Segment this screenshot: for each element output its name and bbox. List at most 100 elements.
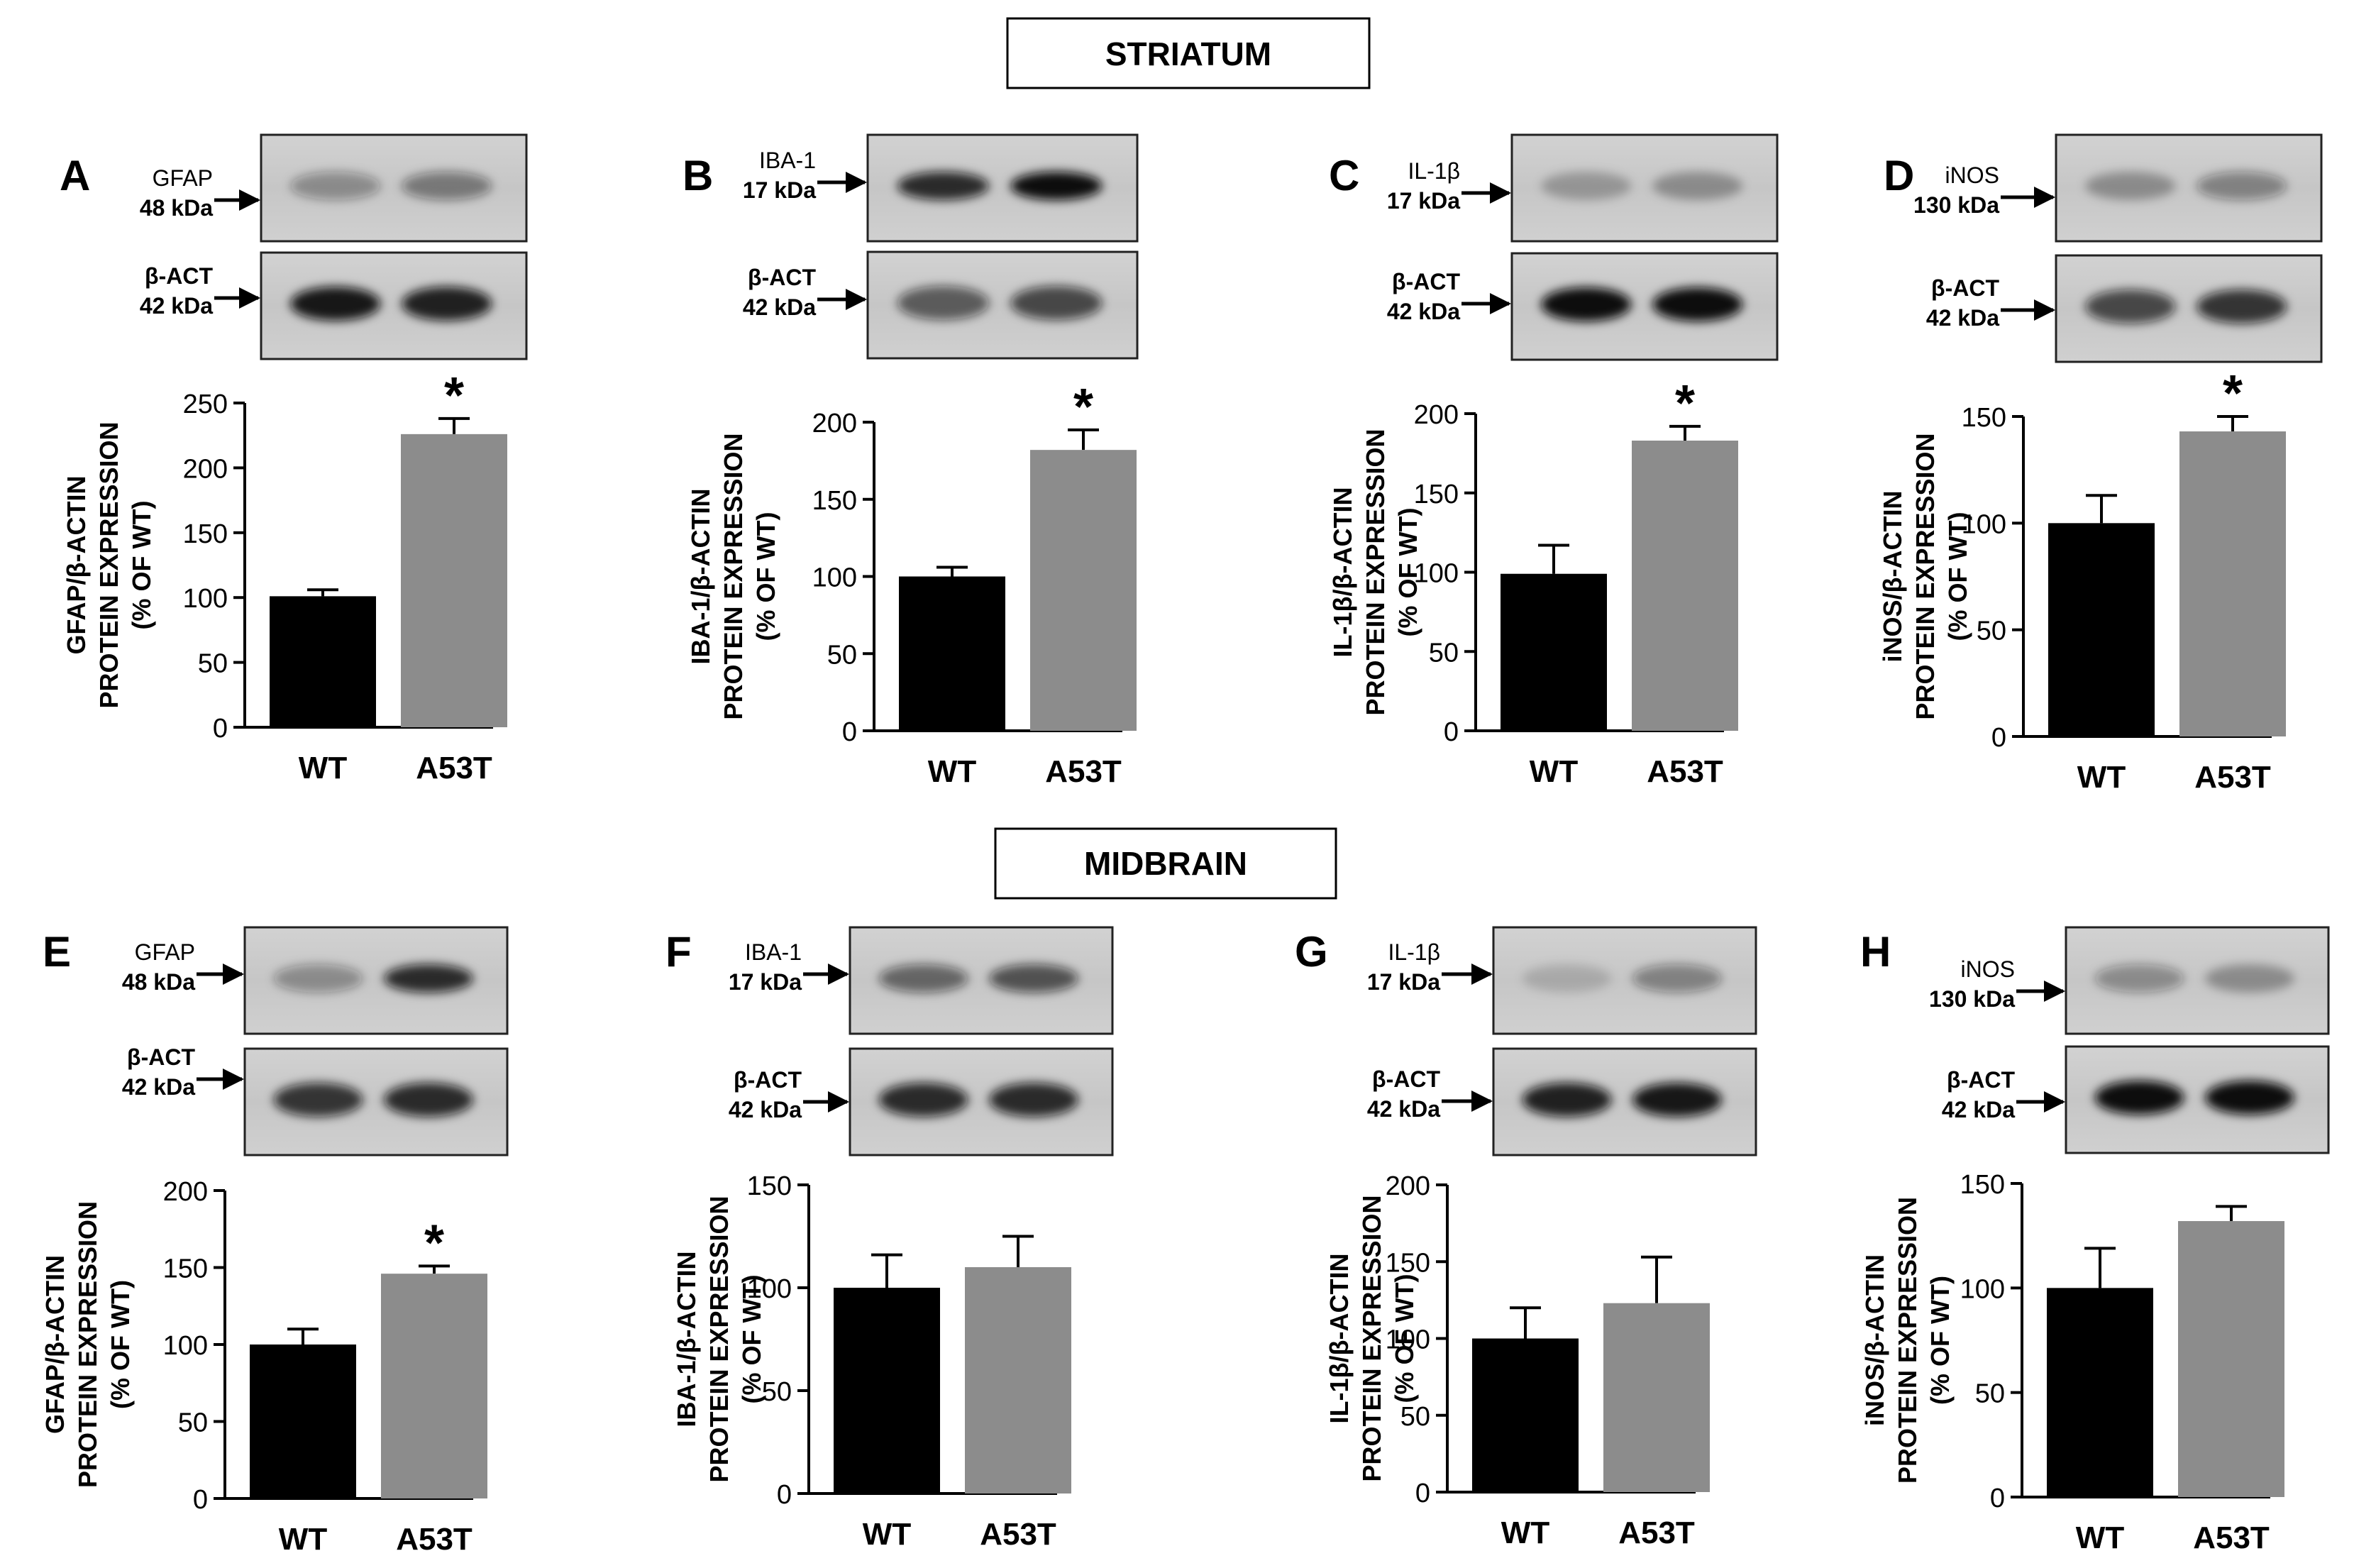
blot-labels: IL-1β 17 kDa β-ACT 42 kDa <box>1387 158 1511 324</box>
bar <box>2179 431 2286 736</box>
bar <box>2048 523 2155 736</box>
x-tick-label: A53T <box>416 751 492 785</box>
y-tick-label: 200 <box>1386 1171 1430 1201</box>
y-tick-label: 150 <box>812 486 857 516</box>
bar-chart: 0 50 100 150 200 WT A53T IL-1β/β-ACTIN PROTEIN E… <box>1325 1171 1710 1550</box>
protein-weight: 17 kDa <box>743 177 816 203</box>
significance-mark: * <box>444 368 464 424</box>
y-axis-label: PROTEIN EXPRESSION <box>1361 429 1390 715</box>
y-tick-label: 200 <box>812 409 857 438</box>
y-tick-label: 150 <box>1962 403 2006 433</box>
y-axis-label: PROTEIN EXPRESSION <box>73 1201 102 1488</box>
bar-chart: 0 50 100 150 200 WT A53T * IL-1β/β-ACTIN PROTEIN … <box>1328 375 1738 789</box>
blot-band <box>1541 287 1632 321</box>
blot-band <box>1652 287 1743 321</box>
y-axis-label: PROTEIN EXPRESSION <box>1357 1195 1386 1481</box>
actin-blot <box>1510 252 1779 361</box>
y-tick-label: 150 <box>747 1171 792 1201</box>
loading-weight: 42 kDa <box>1926 305 1999 331</box>
target-blot <box>1492 926 1757 1035</box>
y-axis-label: GFAP/β-ACTIN <box>40 1255 70 1434</box>
panel-letter: F <box>665 928 692 976</box>
y-tick-label: 100 <box>747 1274 792 1304</box>
y-axis-label: (% OF WT) <box>106 1280 135 1409</box>
blot-band <box>878 1083 968 1117</box>
protein-name: iNOS <box>1945 162 1999 188</box>
bar <box>2178 1221 2284 1497</box>
panel-letter: G <box>1295 928 1328 976</box>
y-axis-label: IL-1β/β-ACTIN <box>1325 1254 1354 1424</box>
bar-chart: 0 50 100 150 200 WT A53T * GFAP/β-ACTIN PROTEIN E… <box>40 1177 487 1557</box>
loading-name: β-ACT <box>145 263 213 289</box>
actin-blot <box>849 1047 1114 1156</box>
protein-name: IBA-1 <box>759 148 816 173</box>
x-tick-label: WT <box>1530 754 1579 789</box>
bar <box>2047 1288 2153 1497</box>
protein-name: IBA-1 <box>745 939 802 965</box>
y-tick-label: 50 <box>827 640 857 670</box>
bar-chart: 0 50 100 150 WT A53T * iNOS/β-ACTIN PROTEIN EXPR… <box>1878 365 2286 795</box>
panels: A GFAP 48 kDa β-ACT 42 kDa 0 50 100 150 200 250 WT A… <box>40 133 2330 1557</box>
bar <box>270 596 376 727</box>
y-tick-label: 100 <box>183 584 228 614</box>
blot-band <box>273 1083 363 1117</box>
loading-name: β-ACT <box>748 265 816 290</box>
blot-band <box>2196 289 2287 324</box>
y-tick-label: 50 <box>1977 617 2006 646</box>
bar <box>401 434 507 727</box>
panel-b: B IBA-1 17 kDa β-ACT 42 kDa 0 50 100 150 200 WT A53… <box>683 133 1139 789</box>
blot-band <box>897 172 989 200</box>
blot-band <box>878 964 968 993</box>
protein-weight: 48 kDa <box>122 969 195 995</box>
section-header-striatum: STRIATUM <box>1006 17 1371 89</box>
y-tick-label: 0 <box>777 1480 792 1510</box>
x-tick-label: WT <box>863 1517 912 1552</box>
y-tick-label: 150 <box>163 1254 208 1284</box>
y-tick-label: 50 <box>1429 638 1459 668</box>
panel-a: A GFAP 48 kDa β-ACT 42 kDa 0 50 100 150 200 250 WT A… <box>60 133 528 785</box>
x-tick-label: A53T <box>396 1522 473 1557</box>
protein-name: GFAP <box>153 165 213 191</box>
blot-band <box>384 1083 473 1117</box>
target-blot <box>260 133 528 243</box>
target-blot <box>2065 926 2330 1035</box>
x-tick-label: WT <box>928 754 977 789</box>
actin-blot <box>2055 254 2323 363</box>
x-tick-label: WT <box>2076 1520 2125 1555</box>
significance-mark: * <box>1675 375 1695 432</box>
bar <box>965 1267 1071 1494</box>
y-tick-label: 100 <box>163 1331 208 1361</box>
section-title: STRIATUM <box>1105 35 1271 72</box>
blot-labels: IBA-1 17 kDa β-ACT 42 kDa <box>743 148 867 320</box>
y-tick-label: 0 <box>1444 717 1459 747</box>
y-axis-label: PROTEIN EXPRESSION <box>94 421 123 708</box>
x-tick-label: WT <box>279 1522 328 1557</box>
x-tick-label: A53T <box>1045 754 1122 789</box>
blot-labels: IL-1β 17 kDa β-ACT 42 kDa <box>1367 939 1493 1122</box>
actin-blot <box>2065 1045 2330 1154</box>
x-tick-label: A53T <box>1618 1515 1695 1550</box>
y-axis-label: GFAP/β-ACTIN <box>62 476 91 655</box>
y-tick-label: 50 <box>198 649 228 679</box>
y-axis-label: (% OF WT) <box>1393 508 1422 637</box>
panel-letter: C <box>1329 152 1359 199</box>
target-blot <box>243 926 509 1035</box>
protein-weight: 17 kDa <box>1367 969 1440 995</box>
y-tick-label: 100 <box>1414 559 1459 589</box>
y-axis-label: (% OF WT) <box>1925 1276 1955 1405</box>
y-axis-label: IBA-1/β-ACTIN <box>672 1252 701 1428</box>
bar-chart: 0 50 100 150 200 250 WT A53T * GFAP/β-ACTIN PROTEI… <box>62 368 507 785</box>
protein-name: GFAP <box>135 939 195 965</box>
blot-band <box>402 172 492 200</box>
loading-weight: 42 kDa <box>1387 299 1460 324</box>
x-tick-label: A53T <box>1647 754 1723 789</box>
target-blot <box>1510 133 1779 243</box>
blot-labels: iNOS 130 kDa β-ACT 42 kDa <box>1929 956 2065 1122</box>
loading-name: β-ACT <box>127 1044 195 1070</box>
blot-band <box>1010 172 1103 200</box>
blot-band <box>1632 1083 1722 1117</box>
y-axis-label: iNOS/β-ACTIN <box>1860 1254 1889 1426</box>
